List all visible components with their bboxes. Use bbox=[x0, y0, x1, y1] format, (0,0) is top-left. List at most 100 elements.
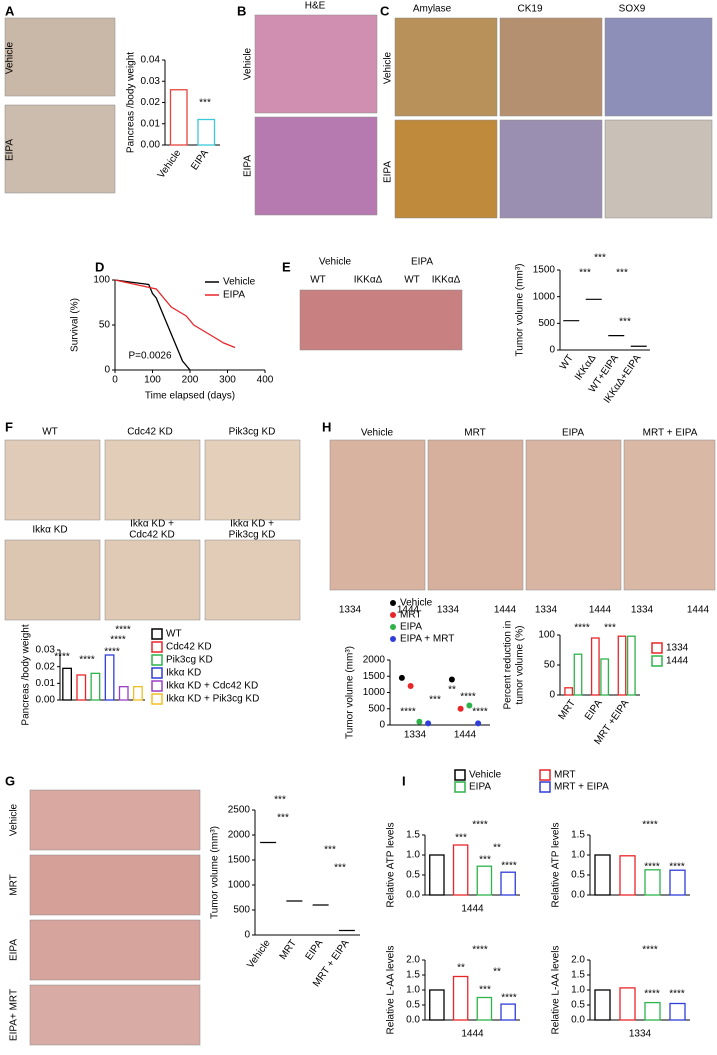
y-tick-label: 1500 bbox=[533, 265, 556, 276]
image-label: Cdc42 KD bbox=[127, 427, 173, 438]
image-label: Ikkα KD bbox=[32, 525, 67, 536]
bar bbox=[76, 674, 87, 701]
image-label: SOX9 bbox=[619, 4, 646, 15]
annotation: **** bbox=[472, 945, 488, 956]
bar bbox=[476, 996, 493, 1021]
image-label: Pik3cg KD bbox=[229, 530, 276, 541]
photo bbox=[427, 439, 524, 591]
y-tick-label: 0.5 bbox=[406, 870, 420, 881]
annotation: *** bbox=[455, 833, 467, 844]
bar bbox=[500, 871, 516, 896]
photo bbox=[254, 116, 378, 216]
point bbox=[475, 720, 482, 727]
legend-marker bbox=[390, 624, 396, 630]
legend-label: 1334 bbox=[666, 643, 689, 654]
y-axis-label: tumor volume (%) bbox=[515, 626, 526, 705]
annotation: ** bbox=[493, 967, 501, 978]
annotation: **** bbox=[642, 820, 658, 831]
y-tick-label: 2500 bbox=[228, 805, 251, 816]
y-tick-label: 1000 bbox=[228, 880, 251, 891]
y-tick-label: 0.03 bbox=[141, 76, 161, 87]
annotation: **** bbox=[104, 647, 120, 658]
image-label: 1444 bbox=[589, 605, 612, 616]
y-tick-label: 500 bbox=[538, 318, 555, 329]
photo bbox=[204, 539, 301, 621]
photo bbox=[499, 17, 603, 117]
legend-label: Ikkα KD bbox=[166, 668, 201, 679]
y-axis-label: Tumor volume (mm³) bbox=[210, 826, 221, 919]
annotation: **** bbox=[79, 655, 95, 666]
bar bbox=[62, 667, 72, 701]
annotation: *** bbox=[594, 253, 606, 264]
y-tick-label: 0.04 bbox=[141, 55, 161, 66]
y-tick-label: 1.0 bbox=[571, 985, 585, 996]
y-tick-label: 0.5 bbox=[571, 870, 585, 881]
photo bbox=[525, 439, 622, 591]
y-tick-label: 0.0 bbox=[406, 1015, 420, 1026]
legend-swatch bbox=[539, 781, 551, 793]
legend-label: EIPA bbox=[400, 622, 422, 633]
y-tick-label: 50 bbox=[544, 660, 556, 671]
image-label: 1444 bbox=[687, 605, 710, 616]
photo bbox=[4, 17, 116, 97]
image-label: EIPA bbox=[243, 155, 254, 177]
x-axis-label: 1334 bbox=[629, 1029, 652, 1040]
y-axis-label: Tumor volume (mm³) bbox=[345, 646, 356, 739]
annotation: **** bbox=[644, 862, 660, 873]
image-label: MRT bbox=[9, 874, 20, 895]
y-axis-label: Relative L-AA levels bbox=[551, 946, 562, 1035]
image-label: EIPA+ MRT bbox=[9, 989, 20, 1041]
point bbox=[398, 674, 405, 681]
y-tick-label: 1500 bbox=[228, 855, 251, 866]
legend-label: EIPA bbox=[223, 290, 245, 301]
photo bbox=[29, 854, 201, 916]
legend-swatch bbox=[454, 781, 466, 793]
photo bbox=[29, 789, 201, 851]
image-label: 1334 bbox=[631, 605, 654, 616]
y-tick-label: 1500 bbox=[363, 671, 386, 682]
y-tick-label: 1.0 bbox=[571, 850, 585, 861]
y-tick-label: 0.5 bbox=[571, 1000, 585, 1011]
legend-swatch bbox=[151, 628, 163, 640]
annotation: **** bbox=[642, 945, 658, 956]
y-tick-label: 1.5 bbox=[571, 970, 585, 981]
y-tick-label: 500 bbox=[368, 703, 385, 714]
legend-label: WT bbox=[166, 629, 182, 640]
y-tick-label: 1.0 bbox=[406, 985, 420, 996]
photo bbox=[394, 17, 498, 117]
panel-letter: C bbox=[380, 3, 390, 18]
photo bbox=[29, 984, 201, 1046]
legend-label: 1444 bbox=[666, 656, 689, 667]
annotation: P=0.0026 bbox=[128, 351, 172, 362]
bar bbox=[564, 687, 574, 696]
photo bbox=[4, 539, 101, 621]
y-tick-label: 2.0 bbox=[571, 955, 585, 966]
y-axis-label: Percent reduction in bbox=[503, 621, 514, 710]
bar bbox=[90, 672, 101, 701]
annotation: **** bbox=[110, 635, 126, 646]
annotation: *** bbox=[619, 317, 631, 328]
annotation: **** bbox=[644, 989, 660, 1000]
y-tick-label: 0 bbox=[549, 345, 555, 356]
line bbox=[114, 279, 236, 349]
y-tick-label: 0.02 bbox=[141, 97, 161, 108]
image-label: H&E bbox=[305, 1, 326, 12]
x-tick-label: 100 bbox=[144, 375, 161, 386]
x-tick-label: 200 bbox=[182, 375, 199, 386]
x-tick-label: 1444 bbox=[454, 730, 477, 741]
image-label: EIPA bbox=[5, 139, 16, 161]
photo bbox=[499, 119, 603, 219]
y-axis-label: Relative ATP levels bbox=[386, 822, 397, 907]
legend-label: MRT + EIPA bbox=[554, 782, 609, 793]
panel-letter: I bbox=[402, 773, 406, 788]
legend-label: MRT bbox=[554, 770, 575, 781]
x-axis-label: 1444 bbox=[461, 904, 484, 915]
x-tick-label: Vehicle bbox=[245, 938, 273, 971]
y-axis-label: Tumor volume (mm³) bbox=[515, 264, 526, 357]
photo bbox=[204, 439, 301, 521]
bar bbox=[429, 854, 445, 896]
legend-swatch bbox=[151, 693, 163, 705]
bar bbox=[573, 653, 583, 696]
point bbox=[425, 720, 432, 727]
annotation: *** bbox=[579, 268, 591, 279]
